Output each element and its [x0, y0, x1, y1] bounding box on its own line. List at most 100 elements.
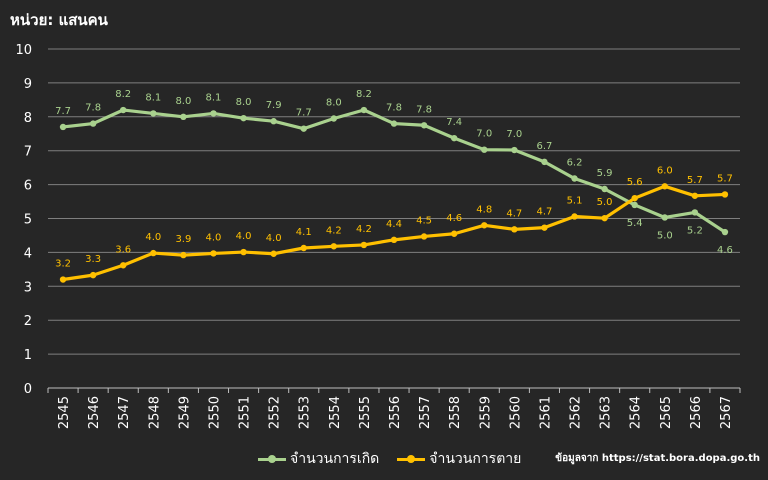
- x-tick-label: 2564: [629, 396, 644, 429]
- data-point: [481, 146, 488, 153]
- data-point: [210, 110, 217, 117]
- data-label: 7.7: [55, 106, 71, 117]
- data-point: [691, 209, 699, 216]
- data-point: [661, 214, 668, 221]
- data-point: [89, 271, 97, 279]
- x-tick-label: 2562: [569, 396, 584, 429]
- data-label: 8.1: [206, 92, 222, 103]
- data-label: 4.5: [416, 215, 432, 226]
- data-label: 4.4: [386, 219, 402, 230]
- data-label: 6.7: [536, 141, 552, 152]
- data-point: [330, 115, 338, 122]
- y-tick-label: 10: [15, 43, 32, 58]
- data-point: [601, 185, 608, 193]
- x-tick-label: 2556: [388, 396, 403, 429]
- data-point: [601, 214, 608, 222]
- data-label: 7.8: [416, 104, 432, 115]
- data-label: 5.0: [657, 230, 673, 241]
- data-label: 5.6: [627, 177, 643, 188]
- data-label: 4.6: [446, 213, 462, 224]
- x-tick-label: 2546: [87, 396, 102, 429]
- data-point: [210, 250, 217, 257]
- y-tick-label: 8: [24, 111, 32, 126]
- data-point: [481, 222, 488, 229]
- data-point: [300, 244, 307, 252]
- y-tick-label: 2: [24, 314, 32, 329]
- data-point: [360, 106, 368, 114]
- data-label: 4.0: [145, 232, 161, 243]
- source-note: ข้อมูลจาก https://stat.bora.dopa.go.th: [555, 453, 760, 464]
- x-tick-label: 2567: [719, 396, 734, 429]
- data-point: [541, 224, 548, 231]
- data-point: [571, 175, 578, 182]
- gridlines: [48, 48, 740, 389]
- legend-swatch-deaths: [397, 453, 426, 465]
- data-point: [59, 123, 67, 131]
- data-point: [631, 194, 638, 202]
- data-label: 6.0: [657, 165, 673, 176]
- data-label: 4.7: [506, 208, 522, 219]
- x-tick-label: 2555: [358, 396, 373, 429]
- y-tick-label: 3: [24, 280, 32, 295]
- data-label: 5.9: [597, 168, 613, 179]
- data-point: [240, 114, 247, 122]
- data-label: 4.1: [296, 227, 312, 238]
- data-point: [300, 125, 307, 132]
- x-axis-ticks: 2545 2546 2547 2548 2549 2550 2551 2552 2553 2554…: [47, 388, 741, 429]
- data-point: [120, 262, 127, 269]
- x-tick-label: 2551: [238, 396, 253, 429]
- data-label: 7.0: [506, 129, 522, 140]
- data-label: 5.4: [627, 218, 643, 229]
- data-point: [721, 191, 729, 198]
- y-axis-ticks: 0 1 2 3 4 5 6 7 8 9 10: [15, 43, 32, 397]
- x-tick-label: 2565: [659, 396, 674, 429]
- y-tick-label: 1: [24, 348, 32, 363]
- unit-label: หน่วย: แสนคน: [10, 11, 108, 29]
- data-label: 8.0: [326, 97, 342, 108]
- legend-label-births: จำนวนการเกิด: [290, 451, 380, 467]
- data-point: [390, 120, 398, 127]
- data-label: 7.8: [85, 103, 101, 114]
- x-tick-label: 2552: [268, 396, 283, 429]
- data-point: [691, 192, 699, 199]
- data-point: [661, 183, 668, 190]
- data-point: [450, 134, 458, 142]
- x-tick-label: 2561: [538, 396, 553, 429]
- data-point: [180, 251, 187, 259]
- data-label: 3.6: [115, 244, 131, 255]
- data-point: [420, 122, 428, 129]
- data-label: 7.0: [476, 129, 492, 140]
- data-point: [420, 233, 428, 240]
- y-tick-label: 0: [24, 382, 32, 397]
- data-point: [150, 249, 157, 257]
- data-point: [59, 276, 67, 283]
- data-label: 8.2: [115, 89, 131, 100]
- y-tick-label: 9: [24, 77, 32, 92]
- data-point: [150, 110, 157, 117]
- data-point: [270, 118, 277, 125]
- data-label: 5.1: [567, 195, 583, 206]
- data-label: 7.4: [446, 117, 462, 128]
- x-tick-label: 2560: [508, 396, 523, 429]
- legend: จำนวนการเกิด จำนวนการตาย: [258, 448, 521, 470]
- data-label: 8.0: [175, 96, 191, 107]
- data-label: 5.7: [717, 173, 733, 184]
- y-tick-label: 7: [24, 145, 32, 160]
- data-label: 4.0: [266, 233, 282, 244]
- data-label: 4.2: [356, 224, 372, 235]
- x-tick-label: 2547: [117, 396, 132, 429]
- data-point: [541, 158, 548, 166]
- data-label: 4.7: [536, 207, 552, 218]
- data-labels-layer: 7.7 7.8 8.2 8.1 8.0 8.1 8.0 7.9 7.7 8.0 8.2 7.8 7.8 7…: [55, 89, 733, 269]
- data-label: 4.0: [206, 232, 222, 243]
- data-label: 4.2: [326, 225, 342, 236]
- data-point: [631, 201, 638, 209]
- data-label: 3.3: [85, 254, 101, 265]
- data-point: [571, 213, 578, 220]
- data-point: [360, 241, 368, 249]
- data-point: [511, 146, 518, 154]
- data-label: 7.9: [266, 100, 282, 111]
- y-tick-label: 5: [24, 213, 32, 228]
- x-tick-label: 2557: [418, 396, 433, 429]
